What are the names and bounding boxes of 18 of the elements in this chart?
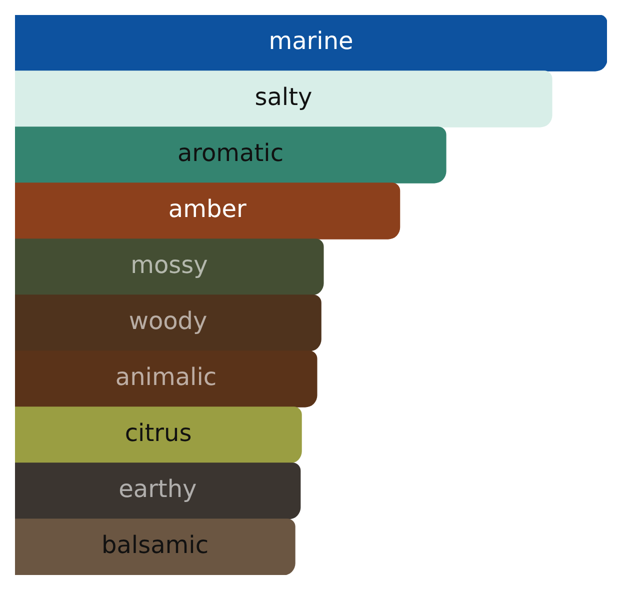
bar (15, 70, 552, 128)
y-tick-label: animalic (115, 363, 217, 392)
y-tick-label: marine (268, 27, 354, 56)
y-tick-label: salty (254, 83, 312, 112)
bar (15, 15, 607, 72)
y-tick-label: citrus (124, 419, 192, 448)
bar (15, 406, 302, 464)
bar (15, 462, 301, 520)
bar (15, 518, 296, 575)
y-tick-label: woody (128, 307, 208, 336)
y-tick-label: balsamic (101, 531, 209, 560)
y-tick-label: aromatic (177, 139, 284, 168)
y-tick-label: amber (168, 195, 247, 224)
y-tick-label: earthy (118, 475, 197, 504)
bar (15, 182, 400, 240)
bar (15, 126, 446, 184)
bar (15, 238, 324, 296)
y-tick-label: mossy (130, 251, 208, 280)
